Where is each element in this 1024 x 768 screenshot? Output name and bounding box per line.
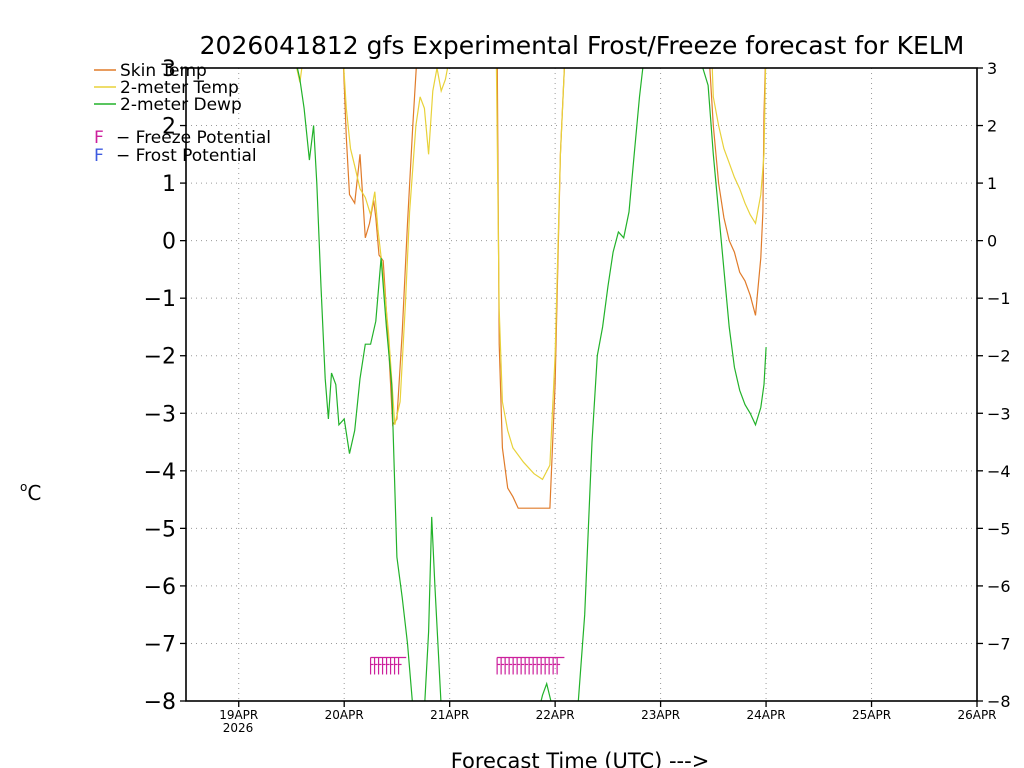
y-tick-label-left: 2 (162, 115, 176, 140)
y-tick-label-left: 3 (162, 57, 176, 82)
y-tick-label-right: −3 (987, 404, 1011, 423)
series-line-skin-temp (342, 68, 766, 509)
legend-potential-label: − Frost Potential (116, 146, 257, 166)
legend-potential-glyph: F (94, 128, 104, 148)
freeze-marker-group (496, 656, 565, 675)
y-tick-label-left: −5 (144, 517, 176, 542)
y-tick-label-left: −2 (144, 345, 176, 370)
series-group (286, 68, 767, 701)
grid-lines (186, 68, 977, 701)
y-tick-label-left: −1 (144, 287, 176, 312)
y-axis-label: oC (20, 480, 41, 505)
x-axis-label: Forecast Time (UTC) ---> (451, 749, 710, 768)
y-tick-label-left: −8 (144, 690, 176, 715)
legend-potential-label: − Freeze Potential (116, 128, 271, 148)
y-tick-label-right: −2 (987, 347, 1011, 366)
y-tick-label-right: 1 (987, 174, 997, 193)
y-tick-label-left: −3 (144, 402, 176, 427)
chart-title: 2026041812 gfs Experimental Frost/Freeze… (200, 31, 965, 60)
y-tick-label-right: 3 (987, 59, 997, 78)
x-tick-label: 26APR (957, 708, 996, 722)
y-tick-label-left: 1 (162, 172, 176, 197)
y-tick-label-left: −7 (144, 632, 176, 657)
x-tick-label: 24APR (747, 708, 786, 722)
x-tick-label: 23APR (641, 708, 680, 722)
plot-frame (185, 67, 978, 702)
freeze-marker-group (369, 656, 407, 675)
series-line-2-meter-temp (296, 68, 767, 481)
legend-potential-glyph: F (94, 146, 104, 166)
x-axis-year-label: 2026 (223, 721, 254, 735)
y-tick-label-left: −4 (144, 460, 176, 485)
x-tick-label: 25APR (852, 708, 891, 722)
y-tick-label-right: 0 (987, 232, 997, 251)
y-tick-label-right: −5 (987, 519, 1011, 538)
y-tick-label-left: −6 (144, 575, 176, 600)
legend-label: Skin Temp (120, 61, 207, 81)
series-line-2-meter-dewp (286, 68, 767, 701)
y-tick-label-right: −6 (987, 577, 1011, 596)
y-tick-label-right: 2 (987, 117, 997, 136)
x-tick-label: 21APR (430, 708, 469, 722)
y-tick-label-right: −7 (987, 634, 1011, 653)
y-tick-label-left: 0 (162, 230, 176, 255)
frost-freeze-markers (369, 656, 565, 675)
x-tick-label: 19APR (219, 708, 258, 722)
x-tick-label: 22APR (536, 708, 575, 722)
legend-label: 2-meter Temp (120, 78, 239, 98)
y-tick-label-right: −4 (987, 462, 1011, 481)
axis-ticks: 3 3 2 2 1 1 0 0 −1 −1 −2 −2 −3 −3 −4 −4 −5 −5 −6 −6 −7 −7 −8 −8… (144, 57, 1011, 722)
x-tick-label: 20APR (325, 708, 364, 722)
y-tick-label-right: −8 (987, 692, 1011, 711)
legend-label: 2-meter Dewp (120, 95, 242, 115)
y-tick-label-right: −1 (987, 289, 1011, 308)
